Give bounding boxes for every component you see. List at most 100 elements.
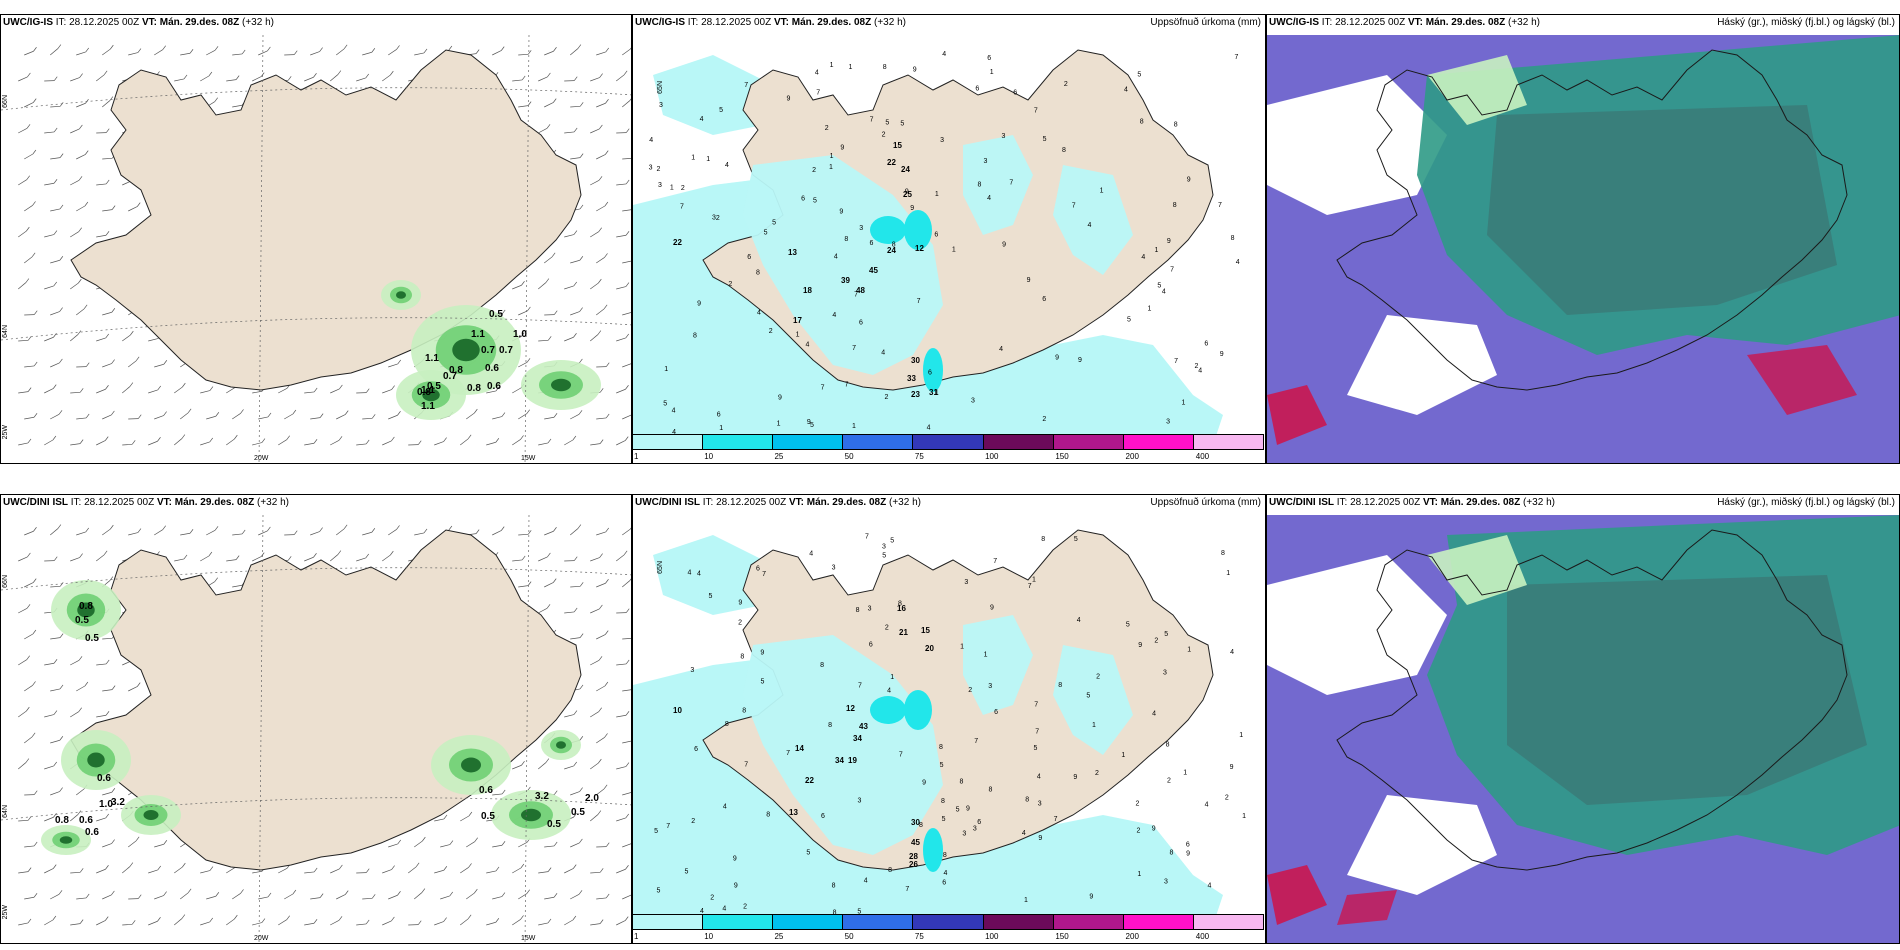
lon-label: 15W [521, 935, 536, 942]
svg-text:2: 2 [681, 185, 685, 192]
svg-text:8: 8 [1041, 536, 1045, 543]
wind-value-label: 1.1 [421, 401, 435, 412]
svg-text:8: 8 [988, 787, 992, 794]
svg-text:5: 5 [885, 119, 889, 126]
svg-text:7: 7 [1174, 358, 1178, 365]
svg-text:3: 3 [962, 830, 966, 837]
svg-text:1: 1 [1121, 752, 1125, 759]
svg-text:7: 7 [993, 558, 997, 565]
svg-text:1: 1 [890, 674, 894, 681]
svg-text:4: 4 [672, 407, 676, 414]
svg-text:5: 5 [1126, 622, 1130, 629]
cloud-layers [1267, 515, 1899, 943]
svg-text:1: 1 [984, 652, 988, 659]
svg-text:4: 4 [809, 551, 813, 558]
colorbar-tick-label: 150 [1055, 452, 1069, 461]
svg-text:5: 5 [764, 229, 768, 236]
svg-text:7: 7 [854, 292, 858, 299]
svg-text:2: 2 [885, 624, 889, 631]
svg-text:5: 5 [1034, 745, 1038, 752]
precip-value-label: 10 [673, 706, 682, 715]
wind-value-label: 1.0 [99, 799, 113, 810]
panel-top-right-clouds: UWC/IG-IS IT: 28.12.2025 00Z VT: Mán. 29… [1266, 14, 1900, 464]
svg-text:1: 1 [1147, 305, 1151, 312]
svg-text:1: 1 [664, 366, 668, 373]
svg-text:6: 6 [942, 879, 946, 886]
svg-text:4: 4 [832, 312, 836, 319]
precip-green-areas [41, 580, 581, 855]
svg-text:8: 8 [1173, 202, 1177, 209]
precip-value-label: 31 [929, 388, 938, 397]
svg-text:3: 3 [712, 214, 716, 221]
svg-text:9: 9 [913, 66, 917, 73]
svg-text:2: 2 [1194, 363, 1198, 370]
svg-text:3: 3 [984, 158, 988, 165]
svg-text:9: 9 [839, 208, 843, 215]
svg-text:2: 2 [1064, 81, 1068, 88]
wind-value-label: 1.1 [471, 329, 485, 340]
svg-text:2: 2 [716, 215, 720, 222]
colorbar-segment [703, 915, 774, 929]
lat-label: 65N [657, 561, 664, 574]
svg-text:3: 3 [690, 667, 694, 674]
svg-text:1: 1 [706, 156, 710, 163]
svg-text:8: 8 [740, 653, 744, 660]
svg-text:6: 6 [975, 85, 979, 92]
precip-value-label: 15 [921, 626, 930, 635]
wind-value-label: 1.0 [513, 329, 527, 340]
init-time: IT: 28.12.2025 00Z [70, 497, 155, 508]
colorbar-tick-label: 75 [914, 452, 924, 461]
svg-text:3: 3 [973, 826, 977, 833]
svg-text:7: 7 [1009, 180, 1013, 187]
map-canvas: 0.51.1 1.00.7 0.70.60.60.80.80.71.11.10.50… [1, 34, 631, 463]
svg-text:4: 4 [942, 51, 946, 58]
svg-text:1: 1 [1137, 871, 1141, 878]
svg-text:1: 1 [1226, 570, 1230, 577]
precip-value-label: 34 [835, 756, 844, 765]
panel-top-mid-precip: UWC/IG-IS IT: 28.12.2025 00Z VT: Mán. 29… [632, 14, 1266, 464]
lead-time: (+32 h) [1523, 497, 1555, 508]
svg-text:4: 4 [1124, 86, 1128, 93]
svg-text:2: 2 [968, 687, 972, 694]
svg-text:9: 9 [760, 650, 764, 657]
init-time: IT: 28.12.2025 00Z [55, 17, 140, 28]
svg-text:8: 8 [856, 607, 860, 614]
precip-value-label: 21 [899, 628, 908, 637]
colorbar-tick-label: 400 [1195, 932, 1210, 941]
svg-text:6: 6 [1013, 90, 1017, 97]
svg-text:8: 8 [1166, 741, 1170, 748]
svg-text:8: 8 [919, 822, 923, 829]
svg-text:9: 9 [1078, 357, 1082, 364]
svg-text:4: 4 [700, 116, 704, 123]
wind-value-label: 0.8 [55, 815, 69, 826]
colorbar-tick-label: 25 [774, 452, 784, 461]
colorbar-segment [703, 435, 774, 449]
svg-text:3: 3 [971, 398, 975, 405]
model-name: UWC/IG-IS [3, 17, 53, 28]
svg-text:7: 7 [917, 298, 921, 305]
precip-value-label: 24 [901, 165, 910, 174]
svg-text:2: 2 [882, 131, 886, 138]
svg-text:9: 9 [1089, 893, 1093, 900]
svg-text:8: 8 [883, 64, 887, 71]
svg-text:1: 1 [670, 184, 674, 191]
svg-text:1: 1 [830, 62, 834, 69]
svg-text:2: 2 [769, 328, 773, 335]
svg-text:5: 5 [1043, 136, 1047, 143]
svg-text:6: 6 [994, 709, 998, 716]
svg-text:5: 5 [813, 198, 817, 205]
valid-time: VT: Mán. 29.des. 08Z [788, 497, 887, 508]
valid-time: VT: Mán. 29.des. 08Z [1407, 17, 1506, 28]
svg-text:8: 8 [1231, 235, 1235, 242]
precip-value-label: 24 [887, 246, 896, 255]
svg-text:3: 3 [1163, 669, 1167, 676]
init-time: IT: 28.12.2025 00Z [687, 17, 772, 28]
colorbar-tick-label: 75 [914, 932, 924, 941]
svg-text:6: 6 [987, 55, 991, 62]
init-time: IT: 28.12.2025 00Z [702, 497, 787, 508]
svg-text:9: 9 [1002, 242, 1006, 249]
svg-text:4: 4 [1152, 711, 1156, 718]
svg-text:1: 1 [1242, 813, 1246, 820]
